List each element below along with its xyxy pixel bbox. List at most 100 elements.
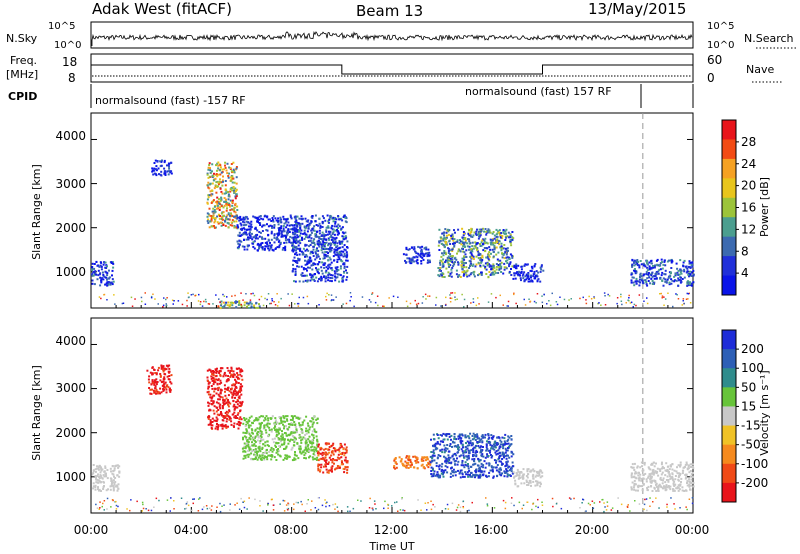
heatmap-cell xyxy=(447,233,450,236)
heatmap-cell xyxy=(504,442,507,445)
heatmap-cell xyxy=(239,228,242,231)
heatmap-cell xyxy=(325,465,327,468)
heatmap-cell xyxy=(239,235,242,237)
heatmap-cell xyxy=(445,457,448,460)
heatmap-cell xyxy=(411,259,414,262)
heatmap-cell xyxy=(234,302,237,305)
heatmap-cell xyxy=(511,265,514,268)
heatmap-cell xyxy=(451,248,454,251)
heatmap-cell xyxy=(197,300,200,302)
heatmap-cell xyxy=(501,235,504,237)
heatmap-cell xyxy=(325,459,328,462)
heatmap-cell xyxy=(319,238,322,240)
heatmap-cell xyxy=(163,172,166,175)
heatmap-cell xyxy=(341,260,344,263)
heatmap-cell xyxy=(258,305,261,308)
heatmap-cell xyxy=(459,440,462,443)
heatmap-cell xyxy=(245,436,248,439)
heatmap-cell xyxy=(339,453,342,455)
heatmap-cell xyxy=(321,272,324,275)
heatmap-cell xyxy=(444,449,447,452)
heatmap-cell xyxy=(223,400,226,403)
heatmap-cell xyxy=(646,297,648,299)
heatmap-cell xyxy=(335,246,338,249)
heatmap-cell xyxy=(219,301,221,303)
heatmap-cell xyxy=(324,251,327,253)
heatmap-cell xyxy=(156,381,159,383)
heatmap-cell xyxy=(266,223,268,226)
heatmap-cell xyxy=(353,305,355,308)
heatmap-cell xyxy=(407,459,410,462)
heatmap-cell xyxy=(220,381,223,384)
heatmap-cell xyxy=(462,454,465,457)
heatmap-cell xyxy=(303,225,306,228)
heatmap-cell xyxy=(273,301,275,303)
heatmap-cell xyxy=(270,232,273,235)
heatmap-cell xyxy=(468,229,471,232)
heatmap-cell xyxy=(293,280,295,283)
heatmap-cell xyxy=(204,298,207,301)
heatmap-cell xyxy=(345,302,348,305)
heatmap-cell xyxy=(261,448,264,450)
heatmap-cell xyxy=(170,382,173,385)
heatmap-cell xyxy=(506,305,508,307)
heatmap-cell xyxy=(525,274,528,277)
heatmap-cell xyxy=(218,206,221,209)
heatmap-cell xyxy=(445,240,448,243)
heatmap-cell xyxy=(491,447,494,450)
heatmap-cell xyxy=(323,233,326,236)
heatmap-cell xyxy=(217,213,220,216)
heatmap-cell xyxy=(447,261,450,264)
heatmap-cell xyxy=(267,419,270,422)
cpid-right-text: normalsound (fast) 157 RF xyxy=(465,85,612,98)
heatmap-cell xyxy=(274,419,277,422)
heatmap-cell xyxy=(630,281,633,284)
heatmap-cell xyxy=(642,282,645,285)
heatmap-cell xyxy=(492,263,495,266)
heatmap-cell xyxy=(234,396,236,399)
heatmap-cell xyxy=(444,465,447,468)
heatmap-cell xyxy=(259,424,262,427)
heatmap-cell xyxy=(229,376,232,378)
heatmap-cell xyxy=(503,475,506,478)
heatmap-cell xyxy=(247,238,250,241)
heatmap-cell xyxy=(233,210,236,213)
heatmap-cell xyxy=(409,262,412,265)
heatmap-cell xyxy=(91,262,94,265)
heatmap-cell xyxy=(500,468,502,471)
heatmap-cell xyxy=(456,261,459,264)
heatmap-cell xyxy=(317,463,320,466)
heatmap-cell xyxy=(230,387,233,390)
heatmap-cell xyxy=(466,275,469,278)
heatmap-cell xyxy=(235,306,238,309)
heatmap-cell xyxy=(461,257,464,260)
heatmap-cell xyxy=(329,244,332,247)
heatmap-cell xyxy=(298,249,301,251)
heatmap-cell xyxy=(445,433,448,436)
heatmap-cell xyxy=(109,467,112,470)
heatmap-cell xyxy=(664,269,667,272)
heatmap-cell xyxy=(453,229,455,232)
heatmap-cell xyxy=(409,461,412,463)
heatmap-cell xyxy=(477,230,480,233)
heatmap-cell xyxy=(312,229,315,232)
heatmap-cell xyxy=(346,254,349,257)
heatmap-cell xyxy=(420,262,423,265)
heatmap-cell xyxy=(99,284,102,287)
heatmap-cell xyxy=(237,234,240,237)
heatmap-cell xyxy=(232,399,235,402)
heatmap-cell xyxy=(334,450,337,453)
heatmap-cell xyxy=(258,298,261,301)
heatmap-cell xyxy=(253,439,256,442)
heatmap-cell xyxy=(258,235,261,238)
heatmap-cell xyxy=(371,292,374,294)
heatmap-cell xyxy=(258,303,260,306)
heatmap-cell xyxy=(221,192,224,195)
heatmap-cell xyxy=(251,238,254,241)
heatmap-cell xyxy=(308,456,310,459)
heatmap-cell xyxy=(319,452,322,455)
heatmap-cell xyxy=(484,456,487,459)
heatmap-cell xyxy=(230,163,233,165)
heatmap-cell xyxy=(647,273,650,276)
heatmap-cell xyxy=(208,402,211,405)
